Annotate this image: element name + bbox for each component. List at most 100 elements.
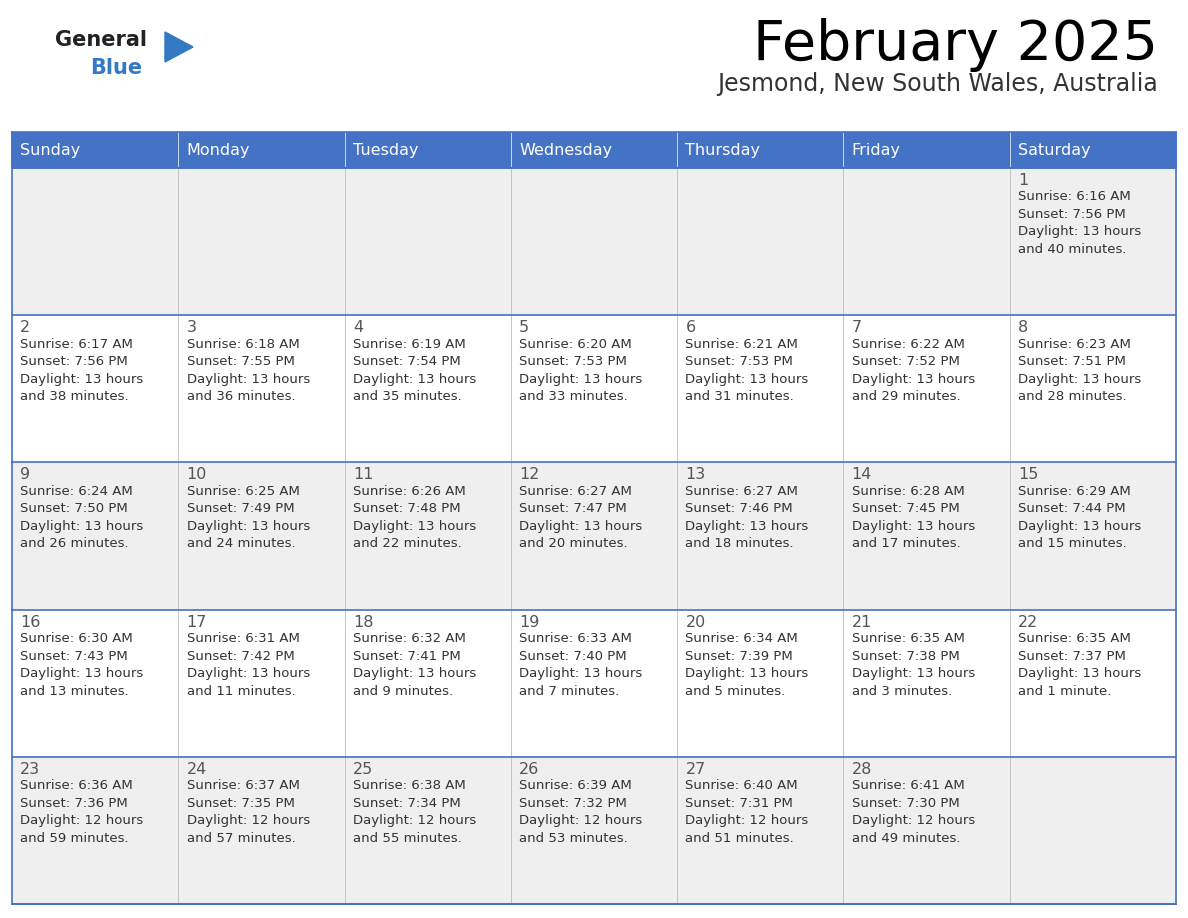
Text: Sunset: 7:47 PM: Sunset: 7:47 PM: [519, 502, 627, 515]
Text: Sunrise: 6:34 AM: Sunrise: 6:34 AM: [685, 633, 798, 645]
Text: and 59 minutes.: and 59 minutes.: [20, 832, 129, 845]
Text: Sunset: 7:52 PM: Sunset: 7:52 PM: [852, 355, 960, 368]
Text: 4: 4: [353, 320, 364, 335]
Text: 25: 25: [353, 762, 373, 777]
Text: Daylight: 13 hours: Daylight: 13 hours: [20, 520, 144, 533]
Text: 17: 17: [187, 614, 207, 630]
Text: Daylight: 13 hours: Daylight: 13 hours: [353, 373, 476, 386]
Text: 13: 13: [685, 467, 706, 482]
Text: 12: 12: [519, 467, 539, 482]
Bar: [12, 315, 1176, 463]
Text: and 36 minutes.: and 36 minutes.: [187, 390, 296, 403]
Text: 9: 9: [20, 467, 31, 482]
Polygon shape: [165, 32, 192, 62]
Text: Sunset: 7:51 PM: Sunset: 7:51 PM: [1018, 355, 1126, 368]
Text: Sunset: 7:42 PM: Sunset: 7:42 PM: [187, 650, 295, 663]
Text: Sunrise: 6:25 AM: Sunrise: 6:25 AM: [187, 485, 299, 498]
Text: 10: 10: [187, 467, 207, 482]
Text: Sunrise: 6:37 AM: Sunrise: 6:37 AM: [187, 779, 299, 792]
Text: and 20 minutes.: and 20 minutes.: [519, 537, 627, 551]
Text: 22: 22: [1018, 614, 1038, 630]
Text: Daylight: 13 hours: Daylight: 13 hours: [1018, 667, 1142, 680]
Text: and 57 minutes.: and 57 minutes.: [187, 832, 296, 845]
Text: Sunset: 7:44 PM: Sunset: 7:44 PM: [1018, 502, 1126, 515]
Text: Daylight: 13 hours: Daylight: 13 hours: [187, 667, 310, 680]
Text: Sunset: 7:50 PM: Sunset: 7:50 PM: [20, 502, 128, 515]
Text: Daylight: 12 hours: Daylight: 12 hours: [187, 814, 310, 827]
Text: Sunrise: 6:30 AM: Sunrise: 6:30 AM: [20, 633, 133, 645]
Text: Sunrise: 6:33 AM: Sunrise: 6:33 AM: [519, 633, 632, 645]
Text: Daylight: 13 hours: Daylight: 13 hours: [20, 373, 144, 386]
Text: Sunset: 7:35 PM: Sunset: 7:35 PM: [187, 797, 295, 810]
Text: 24: 24: [187, 762, 207, 777]
Text: 28: 28: [852, 762, 872, 777]
Text: 7: 7: [852, 320, 861, 335]
Text: Daylight: 13 hours: Daylight: 13 hours: [852, 373, 975, 386]
Text: Sunset: 7:36 PM: Sunset: 7:36 PM: [20, 797, 128, 810]
Text: and 1 minute.: and 1 minute.: [1018, 685, 1112, 698]
Text: Daylight: 13 hours: Daylight: 13 hours: [685, 520, 809, 533]
Text: Sunrise: 6:28 AM: Sunrise: 6:28 AM: [852, 485, 965, 498]
Text: Daylight: 13 hours: Daylight: 13 hours: [852, 667, 975, 680]
Text: and 17 minutes.: and 17 minutes.: [852, 537, 960, 551]
Text: 27: 27: [685, 762, 706, 777]
Text: and 35 minutes.: and 35 minutes.: [353, 390, 462, 403]
Text: Sunset: 7:46 PM: Sunset: 7:46 PM: [685, 502, 794, 515]
Text: and 53 minutes.: and 53 minutes.: [519, 832, 628, 845]
Text: Sunset: 7:38 PM: Sunset: 7:38 PM: [852, 650, 960, 663]
Text: and 22 minutes.: and 22 minutes.: [353, 537, 462, 551]
Text: Sunset: 7:32 PM: Sunset: 7:32 PM: [519, 797, 627, 810]
Text: 19: 19: [519, 614, 539, 630]
Text: 20: 20: [685, 614, 706, 630]
Text: and 31 minutes.: and 31 minutes.: [685, 390, 795, 403]
Text: Sunrise: 6:27 AM: Sunrise: 6:27 AM: [519, 485, 632, 498]
Text: and 24 minutes.: and 24 minutes.: [187, 537, 296, 551]
Text: Sunset: 7:31 PM: Sunset: 7:31 PM: [685, 797, 794, 810]
Text: Sunset: 7:43 PM: Sunset: 7:43 PM: [20, 650, 128, 663]
Text: Sunset: 7:48 PM: Sunset: 7:48 PM: [353, 502, 461, 515]
Text: Daylight: 13 hours: Daylight: 13 hours: [1018, 226, 1142, 239]
Text: Sunrise: 6:17 AM: Sunrise: 6:17 AM: [20, 338, 133, 351]
Text: 21: 21: [852, 614, 872, 630]
Text: Sunrise: 6:27 AM: Sunrise: 6:27 AM: [685, 485, 798, 498]
Text: Sunset: 7:53 PM: Sunset: 7:53 PM: [685, 355, 794, 368]
Text: Daylight: 13 hours: Daylight: 13 hours: [353, 667, 476, 680]
Text: Sunday: Sunday: [20, 142, 81, 158]
Text: Daylight: 13 hours: Daylight: 13 hours: [519, 373, 643, 386]
Text: 18: 18: [353, 614, 373, 630]
Text: Sunset: 7:37 PM: Sunset: 7:37 PM: [1018, 650, 1126, 663]
Text: 1: 1: [1018, 173, 1029, 188]
Text: Sunset: 7:56 PM: Sunset: 7:56 PM: [1018, 208, 1126, 221]
Bar: [12, 463, 1176, 610]
Text: and 49 minutes.: and 49 minutes.: [852, 832, 960, 845]
Text: 3: 3: [187, 320, 196, 335]
Bar: [12, 132, 1176, 168]
Text: Blue: Blue: [90, 58, 143, 78]
Text: Sunset: 7:41 PM: Sunset: 7:41 PM: [353, 650, 461, 663]
Text: Sunset: 7:56 PM: Sunset: 7:56 PM: [20, 355, 128, 368]
Text: Friday: Friday: [852, 142, 901, 158]
Text: Daylight: 12 hours: Daylight: 12 hours: [353, 814, 476, 827]
Bar: [12, 756, 1176, 904]
Text: Daylight: 13 hours: Daylight: 13 hours: [20, 667, 144, 680]
Text: and 11 minutes.: and 11 minutes.: [187, 685, 296, 698]
Text: Sunset: 7:54 PM: Sunset: 7:54 PM: [353, 355, 461, 368]
Text: Thursday: Thursday: [685, 142, 760, 158]
Text: February 2025: February 2025: [753, 18, 1158, 72]
Text: and 40 minutes.: and 40 minutes.: [1018, 243, 1126, 256]
Text: Daylight: 13 hours: Daylight: 13 hours: [519, 520, 643, 533]
Text: Sunrise: 6:41 AM: Sunrise: 6:41 AM: [852, 779, 965, 792]
Text: and 3 minutes.: and 3 minutes.: [852, 685, 952, 698]
Text: Jesmond, New South Wales, Australia: Jesmond, New South Wales, Australia: [718, 72, 1158, 96]
Text: Sunset: 7:39 PM: Sunset: 7:39 PM: [685, 650, 794, 663]
Bar: [12, 168, 1176, 315]
Text: and 51 minutes.: and 51 minutes.: [685, 832, 795, 845]
Text: Sunset: 7:55 PM: Sunset: 7:55 PM: [187, 355, 295, 368]
Text: Sunrise: 6:35 AM: Sunrise: 6:35 AM: [1018, 633, 1131, 645]
Text: 8: 8: [1018, 320, 1029, 335]
Text: Sunrise: 6:18 AM: Sunrise: 6:18 AM: [187, 338, 299, 351]
Text: Sunrise: 6:22 AM: Sunrise: 6:22 AM: [852, 338, 965, 351]
Text: Sunrise: 6:21 AM: Sunrise: 6:21 AM: [685, 338, 798, 351]
Text: Sunrise: 6:39 AM: Sunrise: 6:39 AM: [519, 779, 632, 792]
Text: 11: 11: [353, 467, 373, 482]
